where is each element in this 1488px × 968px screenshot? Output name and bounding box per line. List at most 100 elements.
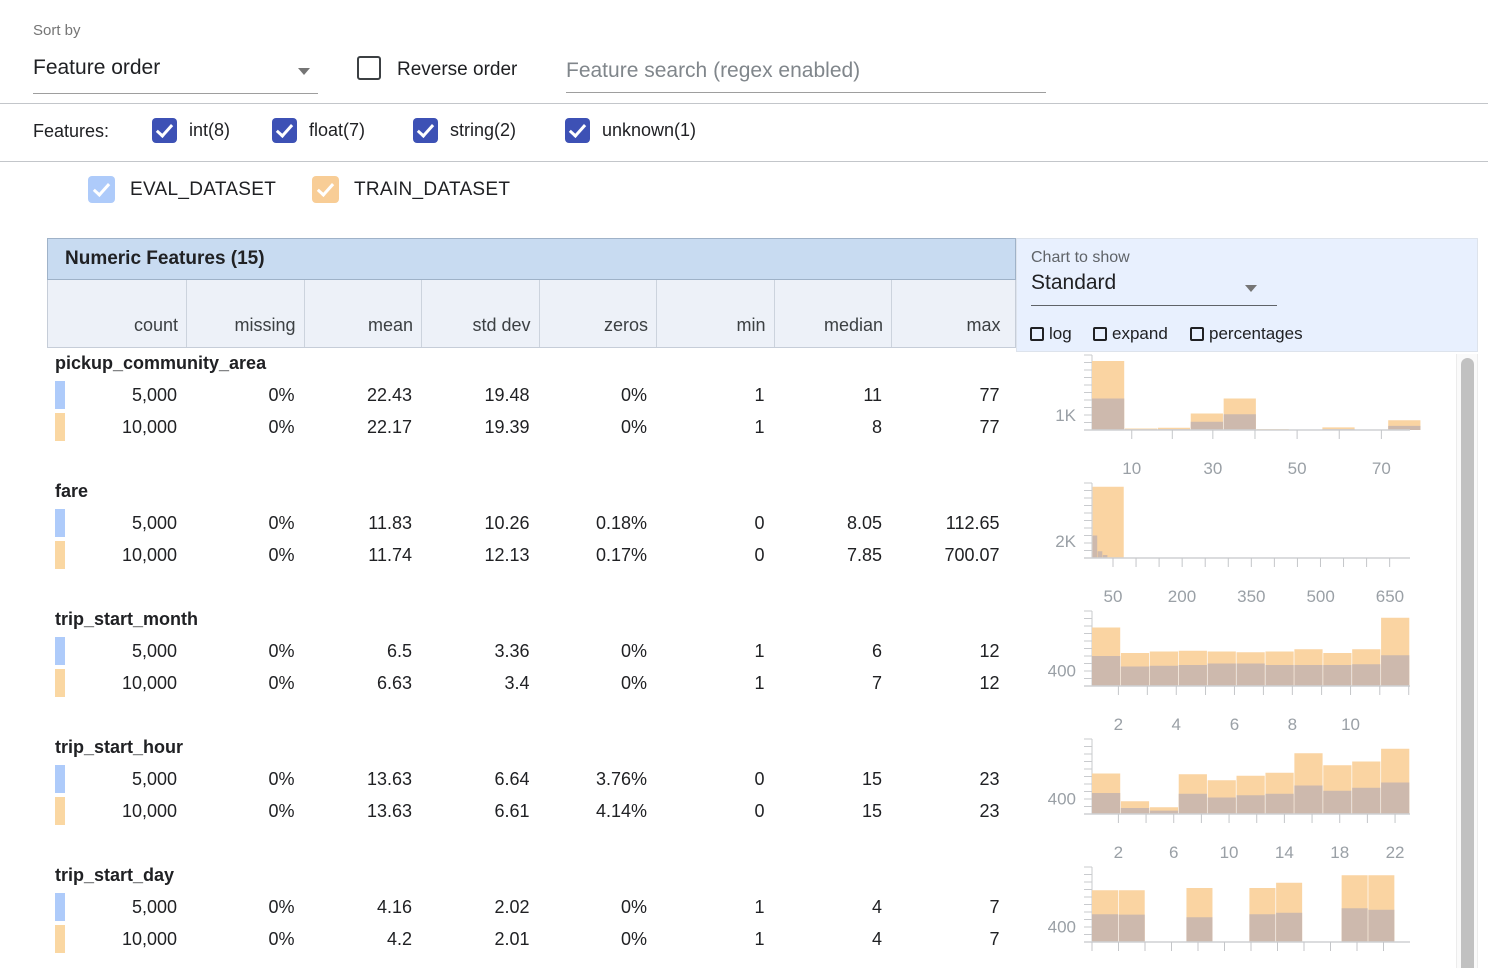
filter-int-checkbox[interactable]: int(8) [152,118,230,143]
train-color-chip [55,669,65,697]
stats-row-train: 10,000 0% 13.63 6.61 4.14% 0 15 23 [47,795,1016,827]
svg-text:10: 10 [1122,459,1141,478]
stat-stddev: 12.13 [420,539,538,571]
feature-name: trip_start_month [55,609,198,630]
histogram-chart: 246810400 [1020,608,1460,736]
stat-max: 700.07 [890,539,1008,571]
column-header-zeros: zeros [539,280,657,347]
stat-missing: 0% [185,539,303,571]
features-bar-label: Features: [33,121,109,142]
checkbox-unchecked-icon [1030,327,1044,341]
stat-max: 12 [890,667,1008,699]
stat-median: 7.85 [773,539,891,571]
filter-string-checkbox[interactable]: string(2) [413,118,516,143]
stat-median: 8.05 [773,507,891,539]
train-color-chip [55,413,65,441]
sort-by-label: Sort by [33,22,81,39]
stats-row-eval: 5,000 0% 6.5 3.36 0% 1 6 12 [47,635,1016,667]
svg-text:2: 2 [1114,843,1123,862]
checkbox-checked-icon [565,118,590,143]
svg-text:200: 200 [1168,587,1196,606]
stat-median: 11 [773,379,891,411]
eval-dataset-toggle[interactable]: EVAL_DATASET [88,176,276,203]
stat-min: 1 [655,635,773,667]
stat-zeros: 0% [538,923,656,955]
stat-count: 10,000 [47,411,185,443]
stat-stddev: 2.01 [420,923,538,955]
stat-stddev: 2.02 [420,891,538,923]
filter-unknown-checkbox[interactable]: unknown(1) [565,118,696,143]
numeric-features-title: Numeric Features (15) [47,238,1016,280]
table-column-headers: count missing mean std dev zeros min med… [47,280,1016,348]
stat-zeros: 0% [538,379,656,411]
stat-count: 10,000 [47,795,185,827]
checkbox-checked-icon [152,118,177,143]
sort-order-value: Feature order [33,56,160,80]
feature-name: fare [55,481,88,502]
train-dataset-toggle[interactable]: TRAIN_DATASET [312,176,510,203]
reverse-order-label: Reverse order [397,59,517,81]
stat-missing: 0% [185,635,303,667]
eval-color-chip [55,381,65,409]
stats-row-eval: 5,000 0% 4.16 2.02 0% 1 4 7 [47,891,1016,923]
log-checkbox[interactable]: log [1030,324,1072,344]
checkbox-unchecked-icon [1093,327,1107,341]
vertical-scrollbar-thumb[interactable] [1461,358,1474,968]
feature-name: trip_start_hour [55,737,183,758]
svg-text:50: 50 [1288,459,1307,478]
filter-unknown-label: unknown(1) [602,120,696,141]
stat-median: 8 [773,411,891,443]
stat-stddev: 19.39 [420,411,538,443]
train-color-chip [55,925,65,953]
stat-min: 0 [655,795,773,827]
chevron-down-icon [1245,285,1257,292]
checkbox-checked-icon [272,118,297,143]
column-header-stddev: std dev [421,280,539,347]
train-color-chip [55,541,65,569]
vertical-scrollbar-track[interactable] [1456,354,1478,968]
chevron-down-icon [298,68,310,75]
stat-zeros: 3.76% [538,763,656,795]
stat-median: 6 [773,635,891,667]
stat-missing: 0% [185,891,303,923]
histogram-chart: 400 [1020,864,1460,968]
svg-text:70: 70 [1372,459,1391,478]
chart-to-show-label: Chart to show [1031,249,1130,267]
stat-mean: 4.16 [303,891,421,923]
column-header-count: count [48,280,186,347]
features-bar-divider [0,161,1488,162]
stat-missing: 0% [185,411,303,443]
stat-mean: 13.63 [303,795,421,827]
feature-search-input[interactable] [566,50,1046,93]
chart-controls-panel: Chart to show Standard log expand percen… [1016,238,1478,352]
stat-max: 12 [890,635,1008,667]
feature-group: fare 5,000 0% 11.83 10.26 0.18% 0 8.05 1… [47,480,1488,608]
stat-missing: 0% [185,923,303,955]
stats-row-eval: 5,000 0% 13.63 6.64 3.76% 0 15 23 [47,763,1016,795]
reverse-order-checkbox[interactable] [357,56,381,80]
svg-text:30: 30 [1203,459,1222,478]
stat-median: 7 [773,667,891,699]
stat-stddev: 3.4 [420,667,538,699]
feature-group: trip_start_month 5,000 0% 6.5 3.36 0% 1 … [47,608,1488,736]
train-dataset-checkbox [312,176,339,203]
stat-count: 5,000 [47,891,185,923]
stats-row-train: 10,000 0% 11.74 12.13 0.17% 0 7.85 700.0… [47,539,1016,571]
svg-text:4: 4 [1172,715,1181,734]
svg-text:8: 8 [1288,715,1297,734]
stats-row-eval: 5,000 0% 11.83 10.26 0.18% 0 8.05 112.65 [47,507,1016,539]
expand-checkbox[interactable]: expand [1093,324,1168,344]
checkbox-unchecked-icon [1190,327,1204,341]
stat-mean: 4.2 [303,923,421,955]
stat-max: 77 [890,379,1008,411]
sort-order-select[interactable]: Feature order [33,48,318,94]
checkbox-checked-icon [413,118,438,143]
svg-text:400: 400 [1048,917,1076,936]
chart-type-select[interactable]: Standard [1031,271,1116,295]
stat-stddev: 19.48 [420,379,538,411]
column-header-missing: missing [186,280,304,347]
stat-count: 10,000 [47,923,185,955]
histogram-chart: 2610141822400 [1020,736,1460,864]
filter-float-checkbox[interactable]: float(7) [272,118,365,143]
percentages-checkbox[interactable]: percentages [1190,324,1303,344]
